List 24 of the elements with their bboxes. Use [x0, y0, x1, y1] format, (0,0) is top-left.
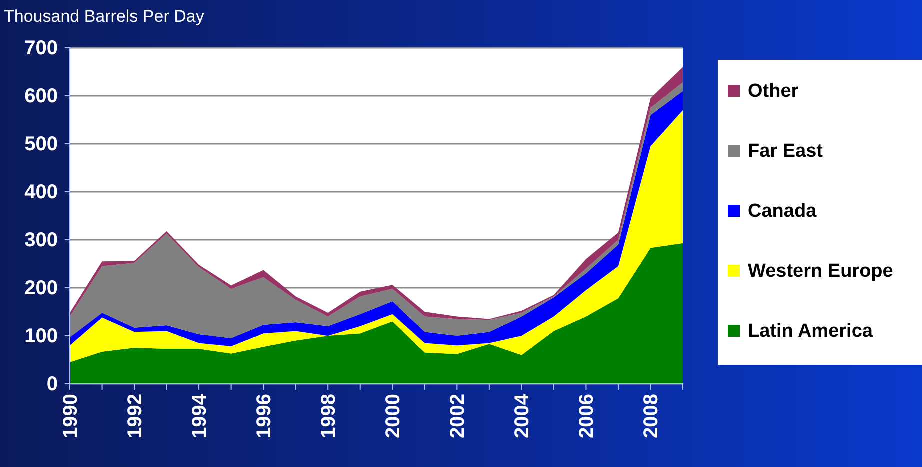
y-tick-label: 0 [46, 373, 58, 396]
x-tick-label: 2004 [512, 393, 534, 438]
y-tick-label: 300 [24, 229, 58, 252]
y-tick-label: 200 [24, 277, 58, 300]
legend-label: Western Europe [748, 261, 894, 282]
x-tick-label: 1994 [189, 393, 212, 438]
y-tick-label: 400 [24, 181, 58, 204]
legend-label: Far East [748, 141, 824, 162]
y-tick-label: 500 [24, 133, 58, 156]
x-tick-label: 2000 [382, 394, 405, 438]
x-tick-label: 2008 [640, 394, 663, 438]
y-tick-label: 600 [24, 85, 58, 108]
legend-label: Canada [748, 201, 818, 222]
x-tick-label: 2006 [576, 394, 598, 438]
x-tick-label: 1998 [318, 394, 340, 438]
y-tick-label: 700 [24, 37, 58, 60]
x-tick-label: 2002 [447, 394, 470, 438]
x-tick-label: 1996 [254, 394, 276, 438]
x-tick-label: 1990 [60, 394, 82, 438]
legend-label: Latin America [748, 321, 874, 342]
y-tick-label: 100 [24, 325, 58, 348]
x-tick-label: 1992 [124, 394, 147, 438]
legend-label: Other [748, 81, 800, 102]
y-axis-title: Thousand Barrels Per Day [4, 7, 205, 26]
